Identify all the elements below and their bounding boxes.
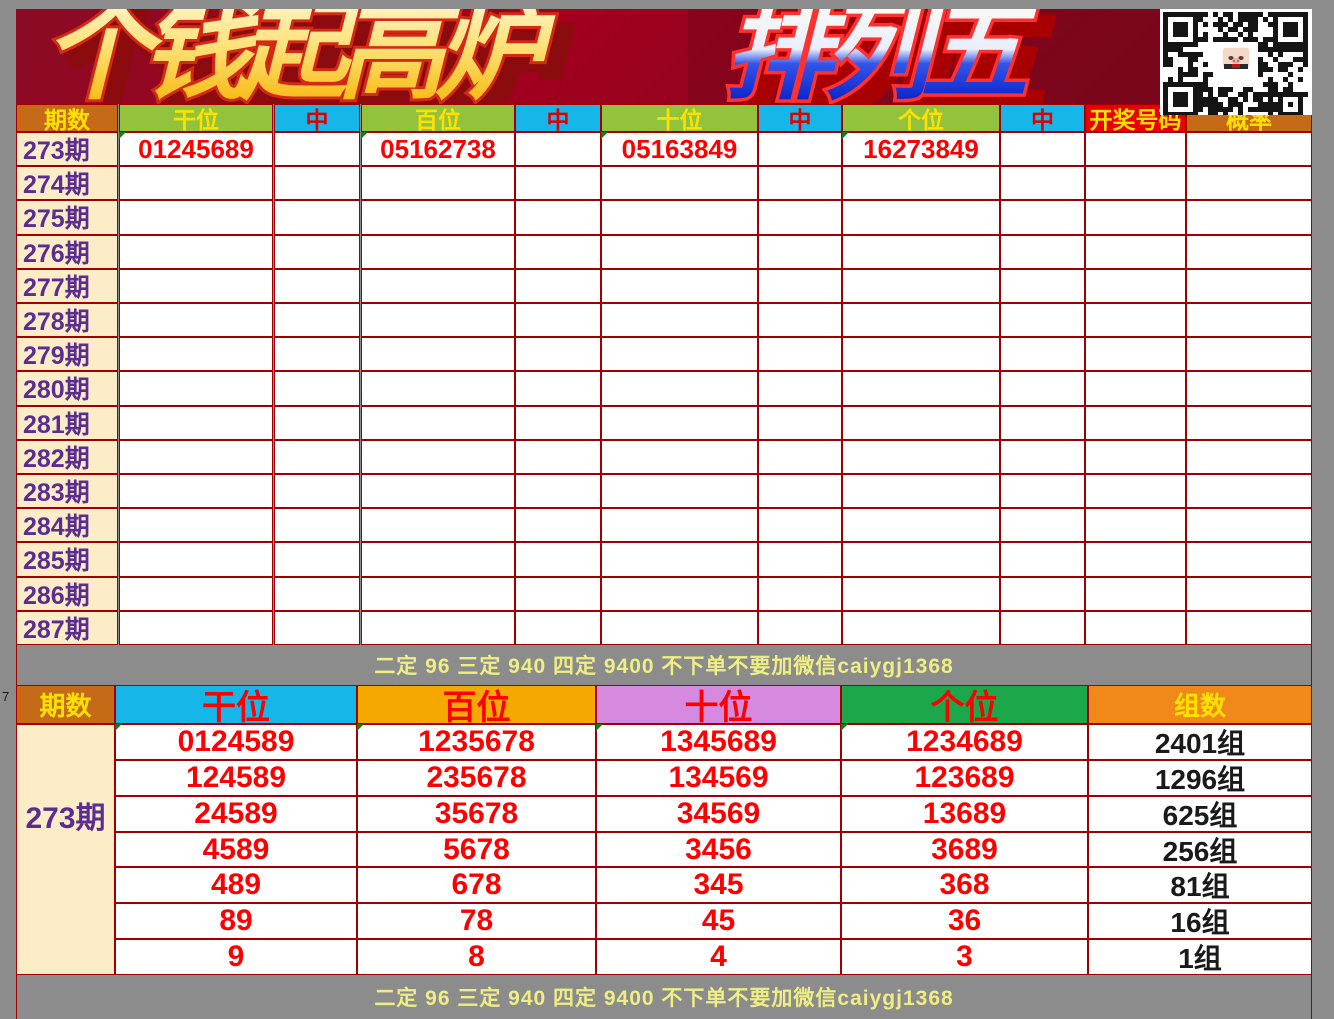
svg-text:个钱起高炉: 个钱起高炉 (43, 9, 556, 104)
svg-text:排列五: 排列五 (724, 9, 1037, 104)
